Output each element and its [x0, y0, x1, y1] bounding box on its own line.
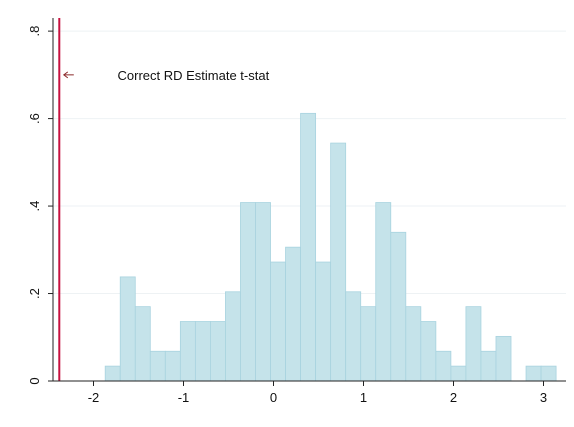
- bar-22: [435, 350, 452, 382]
- bar-28: [540, 365, 557, 382]
- x-tick-label-5: 3: [540, 390, 547, 405]
- bar-13: [300, 112, 317, 382]
- annotation-arrowhead: [62, 71, 69, 79]
- bar-2: [134, 306, 151, 382]
- bar-26: [495, 335, 512, 382]
- bar-0: [104, 365, 121, 382]
- bar-19: [390, 231, 407, 382]
- bar-23: [450, 365, 467, 382]
- bar-16: [345, 291, 362, 382]
- x-tick-label-1: -1: [178, 390, 190, 405]
- bars: [104, 112, 557, 382]
- y-tick-label-2: .4: [27, 201, 42, 212]
- bar-1: [119, 276, 136, 382]
- bar-3: [149, 350, 166, 382]
- bar-7: [210, 321, 226, 382]
- y-tick-label-0: 0: [27, 377, 42, 384]
- x-tick-label-0: -2: [88, 390, 100, 405]
- bar-4: [164, 350, 181, 382]
- bar-27: [525, 365, 542, 382]
- x-tick-label-2: 0: [270, 390, 277, 405]
- bar-11: [270, 261, 286, 382]
- bar-18: [375, 202, 392, 382]
- bar-21: [420, 321, 437, 382]
- y-tick-label-3: .6: [27, 113, 42, 124]
- bar-9: [240, 202, 256, 382]
- bar-15: [330, 142, 347, 382]
- bar-25: [480, 350, 497, 382]
- x-tick-label-4: 2: [450, 390, 457, 405]
- x-axis-ticks: -2 -1 0 1 2 3: [88, 381, 547, 405]
- x-tick-label-3: 1: [360, 390, 367, 405]
- bar-12: [285, 246, 301, 382]
- y-axis-ticks: 0 .2 .4 .6 .8: [27, 26, 53, 385]
- bar-10: [255, 202, 271, 382]
- annotation-label: Correct RD Estimate t-stat: [118, 68, 270, 83]
- bar-6: [194, 321, 211, 382]
- axes: [52, 18, 566, 382]
- bar-8: [225, 291, 241, 382]
- bar-17: [360, 306, 377, 382]
- y-tick-label-1: .2: [27, 288, 42, 299]
- bar-24: [465, 306, 482, 382]
- bar-20: [405, 306, 422, 382]
- bar-14: [315, 261, 332, 382]
- bar-5: [179, 321, 196, 382]
- annotation-group: Correct RD Estimate t-stat: [62, 68, 270, 83]
- y-tick-label-4: .8: [27, 26, 42, 37]
